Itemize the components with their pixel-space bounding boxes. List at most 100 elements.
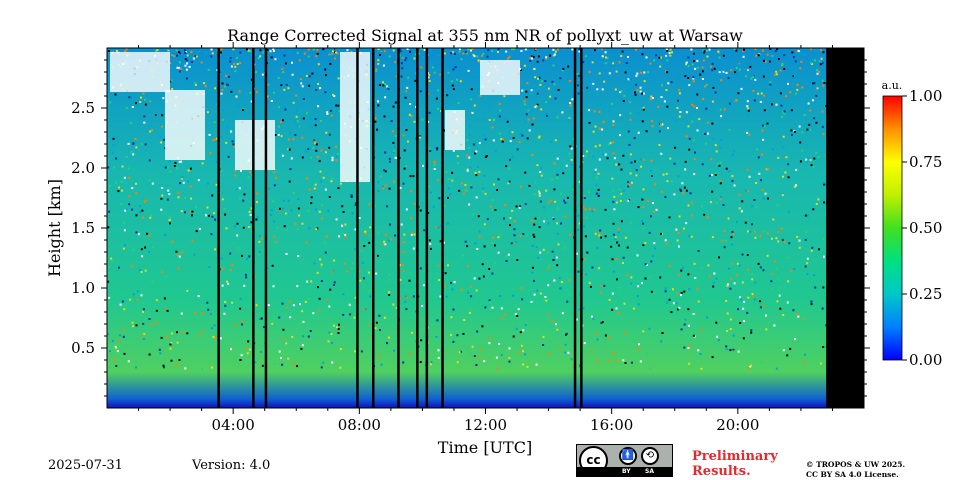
signal-speckle	[642, 108, 645, 111]
signal-speckle	[790, 67, 793, 69]
signal-speckle	[478, 230, 481, 233]
signal-speckle	[544, 296, 547, 298]
signal-speckle	[335, 145, 338, 148]
signal-speckle	[200, 61, 203, 64]
signal-speckle	[336, 326, 338, 329]
signal-speckle	[491, 199, 494, 201]
signal-speckle	[285, 62, 287, 65]
signal-speckle	[554, 200, 557, 203]
signal-speckle	[783, 240, 786, 243]
signal-speckle	[508, 356, 511, 359]
signal-speckle	[505, 255, 508, 257]
signal-speckle	[787, 280, 790, 283]
signal-speckle	[250, 100, 253, 103]
signal-speckle	[719, 146, 722, 149]
signal-speckle	[491, 208, 494, 211]
signal-speckle	[429, 247, 432, 250]
signal-speckle	[598, 234, 601, 237]
signal-speckle	[343, 262, 346, 265]
signal-speckle	[670, 311, 673, 314]
signal-speckle	[488, 342, 491, 345]
cloud-patch	[110, 52, 170, 92]
signal-speckle	[554, 53, 556, 56]
signal-speckle	[782, 314, 785, 316]
signal-speckle	[298, 214, 301, 217]
signal-speckle	[404, 96, 407, 99]
signal-speckle	[180, 312, 183, 315]
signal-speckle	[787, 82, 789, 85]
signal-speckle	[221, 118, 224, 121]
signal-speckle	[331, 52, 334, 55]
signal-speckle	[599, 102, 601, 105]
signal-speckle	[228, 76, 231, 78]
signal-speckle	[612, 141, 615, 144]
signal-speckle	[810, 164, 813, 167]
signal-speckle	[566, 300, 569, 303]
signal-speckle	[145, 199, 148, 202]
signal-speckle	[588, 281, 591, 284]
signal-speckle	[317, 286, 319, 289]
signal-speckle	[628, 143, 631, 146]
signal-speckle	[575, 318, 578, 321]
signal-speckle	[542, 299, 545, 302]
signal-speckle	[475, 364, 478, 366]
signal-speckle	[176, 331, 178, 334]
signal-speckle	[189, 167, 192, 170]
signal-speckle	[766, 167, 769, 170]
signal-speckle	[476, 55, 479, 58]
signal-speckle	[576, 87, 579, 90]
signal-speckle	[816, 87, 819, 90]
colorbar-tick-label: 0.25	[909, 285, 942, 303]
signal-speckle	[404, 295, 407, 298]
signal-speckle	[330, 180, 333, 183]
signal-speckle	[545, 56, 548, 59]
signal-speckle	[523, 100, 526, 103]
signal-speckle	[450, 52, 453, 55]
signal-speckle	[175, 49, 178, 52]
signal-speckle	[384, 233, 387, 236]
signal-speckle	[410, 115, 413, 117]
y-tick-label: 1.0	[71, 279, 95, 297]
signal-speckle	[618, 244, 620, 247]
signal-speckle	[719, 182, 722, 185]
signal-speckle	[683, 227, 685, 230]
signal-speckle	[270, 56, 273, 59]
signal-speckle	[115, 135, 118, 138]
signal-speckle	[806, 214, 809, 217]
signal-speckle	[649, 275, 652, 278]
signal-speckle	[395, 322, 398, 325]
signal-speckle	[611, 258, 614, 261]
signal-speckle	[413, 57, 416, 60]
signal-speckle	[665, 172, 668, 175]
signal-speckle	[534, 217, 537, 220]
signal-speckle	[687, 77, 690, 79]
signal-speckle	[796, 235, 799, 238]
signal-speckle	[402, 361, 405, 364]
signal-speckle	[289, 316, 292, 319]
signal-speckle	[765, 328, 768, 331]
signal-speckle	[184, 58, 187, 61]
signal-speckle	[730, 236, 733, 239]
signal-speckle	[703, 50, 706, 53]
signal-speckle	[315, 149, 318, 152]
signal-speckle	[122, 335, 125, 338]
signal-speckle	[128, 96, 131, 99]
signal-speckle	[186, 54, 189, 57]
signal-speckle	[142, 338, 145, 340]
signal-speckle	[364, 230, 367, 233]
signal-speckle	[168, 48, 171, 51]
signal-speckle	[279, 121, 282, 123]
signal-speckle	[390, 238, 392, 241]
signal-speckle	[282, 71, 285, 74]
signal-speckle	[241, 254, 243, 257]
signal-speckle	[439, 73, 442, 76]
signal-speckle	[305, 241, 308, 244]
signal-speckle	[565, 164, 568, 167]
signal-speckle	[390, 120, 393, 123]
signal-speckle	[594, 125, 597, 128]
signal-speckle	[307, 148, 310, 150]
signal-speckle	[306, 112, 308, 115]
signal-speckle	[492, 139, 495, 142]
signal-speckle	[456, 78, 458, 81]
signal-speckle	[570, 158, 573, 161]
